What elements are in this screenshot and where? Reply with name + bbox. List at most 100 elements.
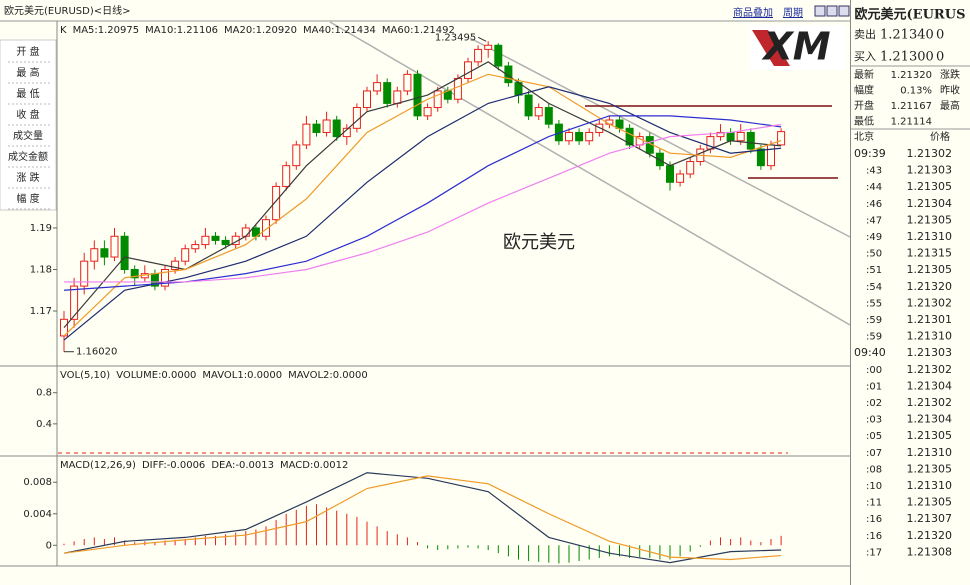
tick-price: 1.21310 [907,330,953,343]
legend-entry: MA5:1.20975 [73,25,140,36]
candle-body [655,152,664,167]
legend-entry: MACD:0.0012 [280,460,348,471]
tick-price: 1.21302 [907,363,953,376]
stat-label: 最新 [854,68,874,81]
candle-body [221,239,230,246]
tick-price: 1.21310 [907,230,953,243]
tick-time: :07 [866,448,882,459]
watermark: 欧元美元 [503,232,575,253]
tick-time: :47 [866,215,882,226]
tick-price: 1.21304 [907,197,953,210]
candle-body [70,285,79,320]
field-label: 最 高 [16,66,39,79]
candle-body [120,235,129,270]
quote-title: 欧元美元(EURUS [855,7,966,23]
high-label: 1.23495 [435,32,476,43]
candle-body [100,248,109,258]
candle-body [171,260,180,270]
tick-price: 1.21305 [907,213,953,226]
stat-value: 1.21320 [891,70,932,81]
tick-price: 1.21305 [907,180,953,193]
candle-body [332,119,341,138]
candle-body [393,90,402,104]
tick-price: 1.21310 [907,479,953,492]
indicator-line [64,123,782,283]
field-label: 成交金额 [8,150,48,163]
candle-body [615,119,624,129]
tick-price: 1.21302 [907,396,953,409]
tick-price: 1.21305 [907,496,953,509]
period-link[interactable]: 周期 [783,7,803,19]
candle-body [373,82,382,92]
quote-label: 卖出 [854,27,876,41]
leader [477,36,487,42]
y-tick-label: 0 [46,540,52,551]
stat-value: 0.13% [900,86,932,97]
stat-value: 1.21167 [891,101,932,112]
legend-entry: MAVOL1:0.0000 [202,370,282,381]
legend-entry: VOLUME:0.0000 [116,370,196,381]
tick-time: :00 [866,365,882,376]
candle-body [191,244,200,250]
candle-body [746,131,755,150]
tick-time: :54 [866,282,882,293]
tick-price: 1.21308 [907,545,953,558]
y-tick-label: 1.19 [30,223,52,234]
tick-time: 09:40 [854,346,886,359]
candle-body [756,148,765,167]
stat-label: 最高 [940,99,960,112]
overlay-link[interactable]: 商品叠加 [733,6,773,19]
candle-body [777,131,786,146]
candle-body [211,235,220,241]
field-label: 成交量 [13,129,43,142]
tool-icon[interactable] [838,5,850,17]
quote-price: 1.21300 [880,50,934,65]
tick-time: :50 [866,249,882,260]
candle-body [474,48,483,63]
channel-line [329,21,851,326]
stat-label: 幅度 [854,84,874,97]
legend-entry: DEA:-0.0013 [211,460,274,471]
tick-price: 1.21305 [907,462,953,475]
tick-price: 1.21320 [907,529,953,542]
candle-body [686,161,695,175]
stat-label: 涨跌 [940,68,960,81]
tool-icon[interactable] [814,5,826,17]
legend-entry: MA10:1.21106 [145,25,218,36]
legend-entry: MACD(12,26,9) [60,460,136,471]
tick-time: :16 [866,514,882,525]
tick-time: :43 [866,166,882,177]
tick-time: :46 [866,199,882,210]
stat-label: 开盘 [854,99,874,112]
candle-body [726,131,735,142]
candle-body [423,107,432,117]
y-tick-label: 1.17 [30,306,52,317]
candle-body [110,235,119,258]
field-label: 开 盘 [16,45,39,58]
window-title: 欧元美元(EURUSD)<日线> [4,4,131,17]
tick-price: 1.21303 [907,164,953,177]
tick-price: 1.21315 [907,247,953,260]
legend-entry: MAVOL2:0.0000 [288,370,368,381]
candle-body [282,165,291,187]
candle-body [201,235,210,246]
field-label: 最 低 [16,87,39,100]
stat-value: 1.21114 [891,117,932,128]
tick-time: :59 [866,332,882,343]
candle-body [736,131,745,142]
tick-time: :51 [866,265,882,276]
candle-body [403,73,412,92]
tick-price: 1.21305 [907,263,953,276]
y-tick-label: 1.18 [30,264,52,275]
candle-body [302,123,311,146]
candle-body [767,144,775,167]
tick-price: 1.21310 [907,446,953,459]
candle-body [161,268,169,287]
field-label: 涨 跌 [16,171,39,184]
stat-label: 最低 [854,115,874,128]
tool-icon[interactable] [826,5,838,17]
candle-body [534,107,543,117]
tick-time: :10 [866,481,882,492]
tick-price: 1.21304 [907,413,953,426]
